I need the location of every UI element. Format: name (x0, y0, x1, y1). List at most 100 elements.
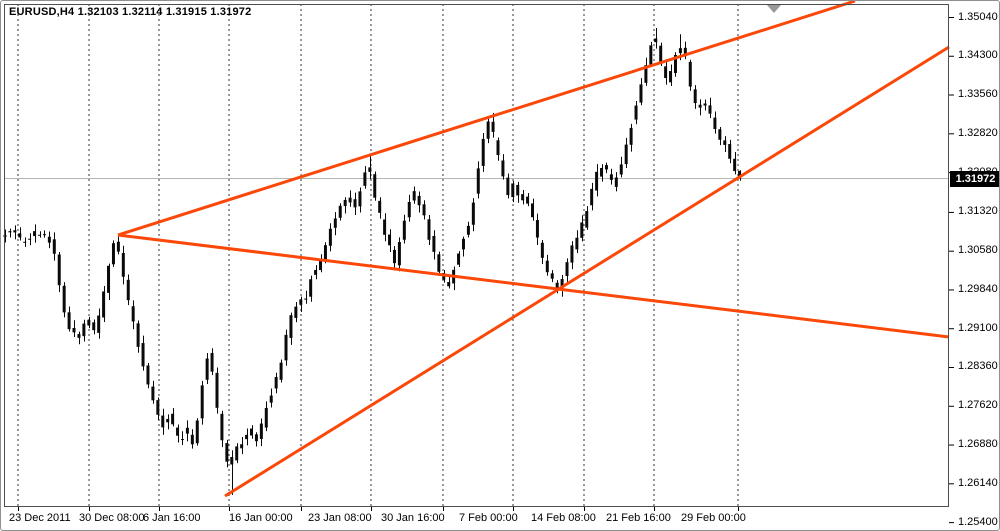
candle-body (585, 211, 589, 228)
date-axis-label: 7 Feb 00:00 (459, 512, 518, 524)
candle-body (225, 443, 229, 462)
upper-rising-line[interactable] (117, 1, 856, 237)
candle-body (437, 254, 441, 272)
candle-body (309, 279, 313, 297)
candle-body (540, 242, 544, 258)
candle-body (570, 245, 574, 263)
candle-body (151, 386, 155, 401)
candle-body (447, 282, 451, 287)
plot-border (4, 4, 949, 507)
candle-body (535, 220, 539, 238)
candle-body (486, 121, 490, 139)
candle-body (481, 138, 485, 166)
date-axis-label: 29 Feb 00:00 (681, 512, 746, 524)
candle-body (161, 415, 165, 428)
candle-body (343, 199, 347, 207)
candle-body (555, 282, 559, 291)
candle-body (264, 407, 268, 428)
candle-body (501, 160, 505, 177)
candle-body (38, 234, 42, 236)
candle-body (565, 262, 569, 276)
lower-descending-line[interactable] (117, 233, 950, 339)
candle-body (121, 252, 125, 277)
candle-body (496, 140, 500, 156)
candle-body (62, 285, 66, 313)
candle-body (254, 434, 258, 442)
candle-body (506, 177, 510, 196)
candle-body (466, 225, 470, 235)
price-axis-label: 1.34300 (958, 49, 998, 62)
price-axis-label: 1.33560 (958, 88, 998, 101)
candle-body (629, 127, 633, 145)
candle-body (328, 228, 332, 246)
candle-body (102, 291, 106, 318)
date-axis-label: 30 Dec 08:00 (79, 512, 145, 524)
price-axis-label: 1.30580 (958, 244, 998, 257)
candle-body (185, 427, 189, 434)
candle-body (373, 174, 377, 198)
candle-body (644, 65, 648, 83)
candle-body (353, 199, 357, 208)
candle-body (693, 89, 697, 104)
candle-body (368, 167, 372, 172)
candle-body (13, 230, 17, 233)
candle-body (126, 279, 130, 301)
price-axis-label: 1.32820 (958, 126, 998, 139)
candle-body (471, 202, 475, 225)
date-axis-label: 21 Feb 16:00 (606, 512, 671, 524)
date-axis-label: 6 Jan 16:00 (143, 512, 201, 524)
candle-body (176, 427, 180, 436)
candle-body (304, 298, 308, 300)
candle-body (713, 117, 717, 130)
vertical-gridlines (17, 4, 739, 507)
candle-body (28, 238, 32, 240)
price-axis-label: 1.35040 (958, 10, 998, 23)
candle-body (383, 219, 387, 235)
candle-body (200, 385, 204, 419)
candle-body (614, 177, 618, 187)
rising-support-line[interactable] (224, 45, 950, 498)
candle-body (609, 174, 613, 180)
candle-body (33, 231, 37, 237)
candle-body (42, 234, 46, 236)
candle-body (392, 249, 396, 264)
candle-body (703, 103, 707, 106)
candle-body (511, 183, 515, 198)
candle-body (116, 241, 120, 252)
candle-body (72, 328, 76, 333)
candle-body (314, 269, 318, 275)
candle-body (678, 48, 682, 54)
candle-body (323, 245, 327, 260)
candle-body (649, 45, 653, 65)
candle-body (461, 238, 465, 250)
candle-body (190, 434, 194, 445)
candle-body (82, 323, 86, 337)
date-axis-label: 23 Dec 2011 (9, 512, 71, 524)
candle-body (590, 188, 594, 206)
candle-body (18, 233, 22, 238)
candle-body (688, 61, 692, 87)
candle-body (624, 144, 628, 165)
candle-body (87, 319, 91, 326)
candle-body (575, 237, 579, 250)
candle-body (235, 446, 239, 461)
candle-body (107, 265, 111, 293)
candle-body (358, 191, 362, 207)
candle-body (294, 306, 298, 318)
candle-body (220, 413, 224, 441)
date-axis-label: 14 Feb 08:00 (531, 512, 596, 524)
candle-body (171, 413, 175, 425)
candle-body (698, 104, 702, 108)
candle-body (348, 197, 352, 203)
candle-body (378, 200, 382, 213)
candle-body (259, 423, 263, 439)
candle-body (604, 165, 608, 170)
candle-body (427, 219, 431, 240)
trendlines[interactable] (117, 1, 950, 498)
axis-ticks (18, 17, 954, 524)
price-axis-label: 1.27620 (958, 399, 998, 412)
candle-body (141, 343, 145, 367)
candle-body (639, 84, 643, 103)
